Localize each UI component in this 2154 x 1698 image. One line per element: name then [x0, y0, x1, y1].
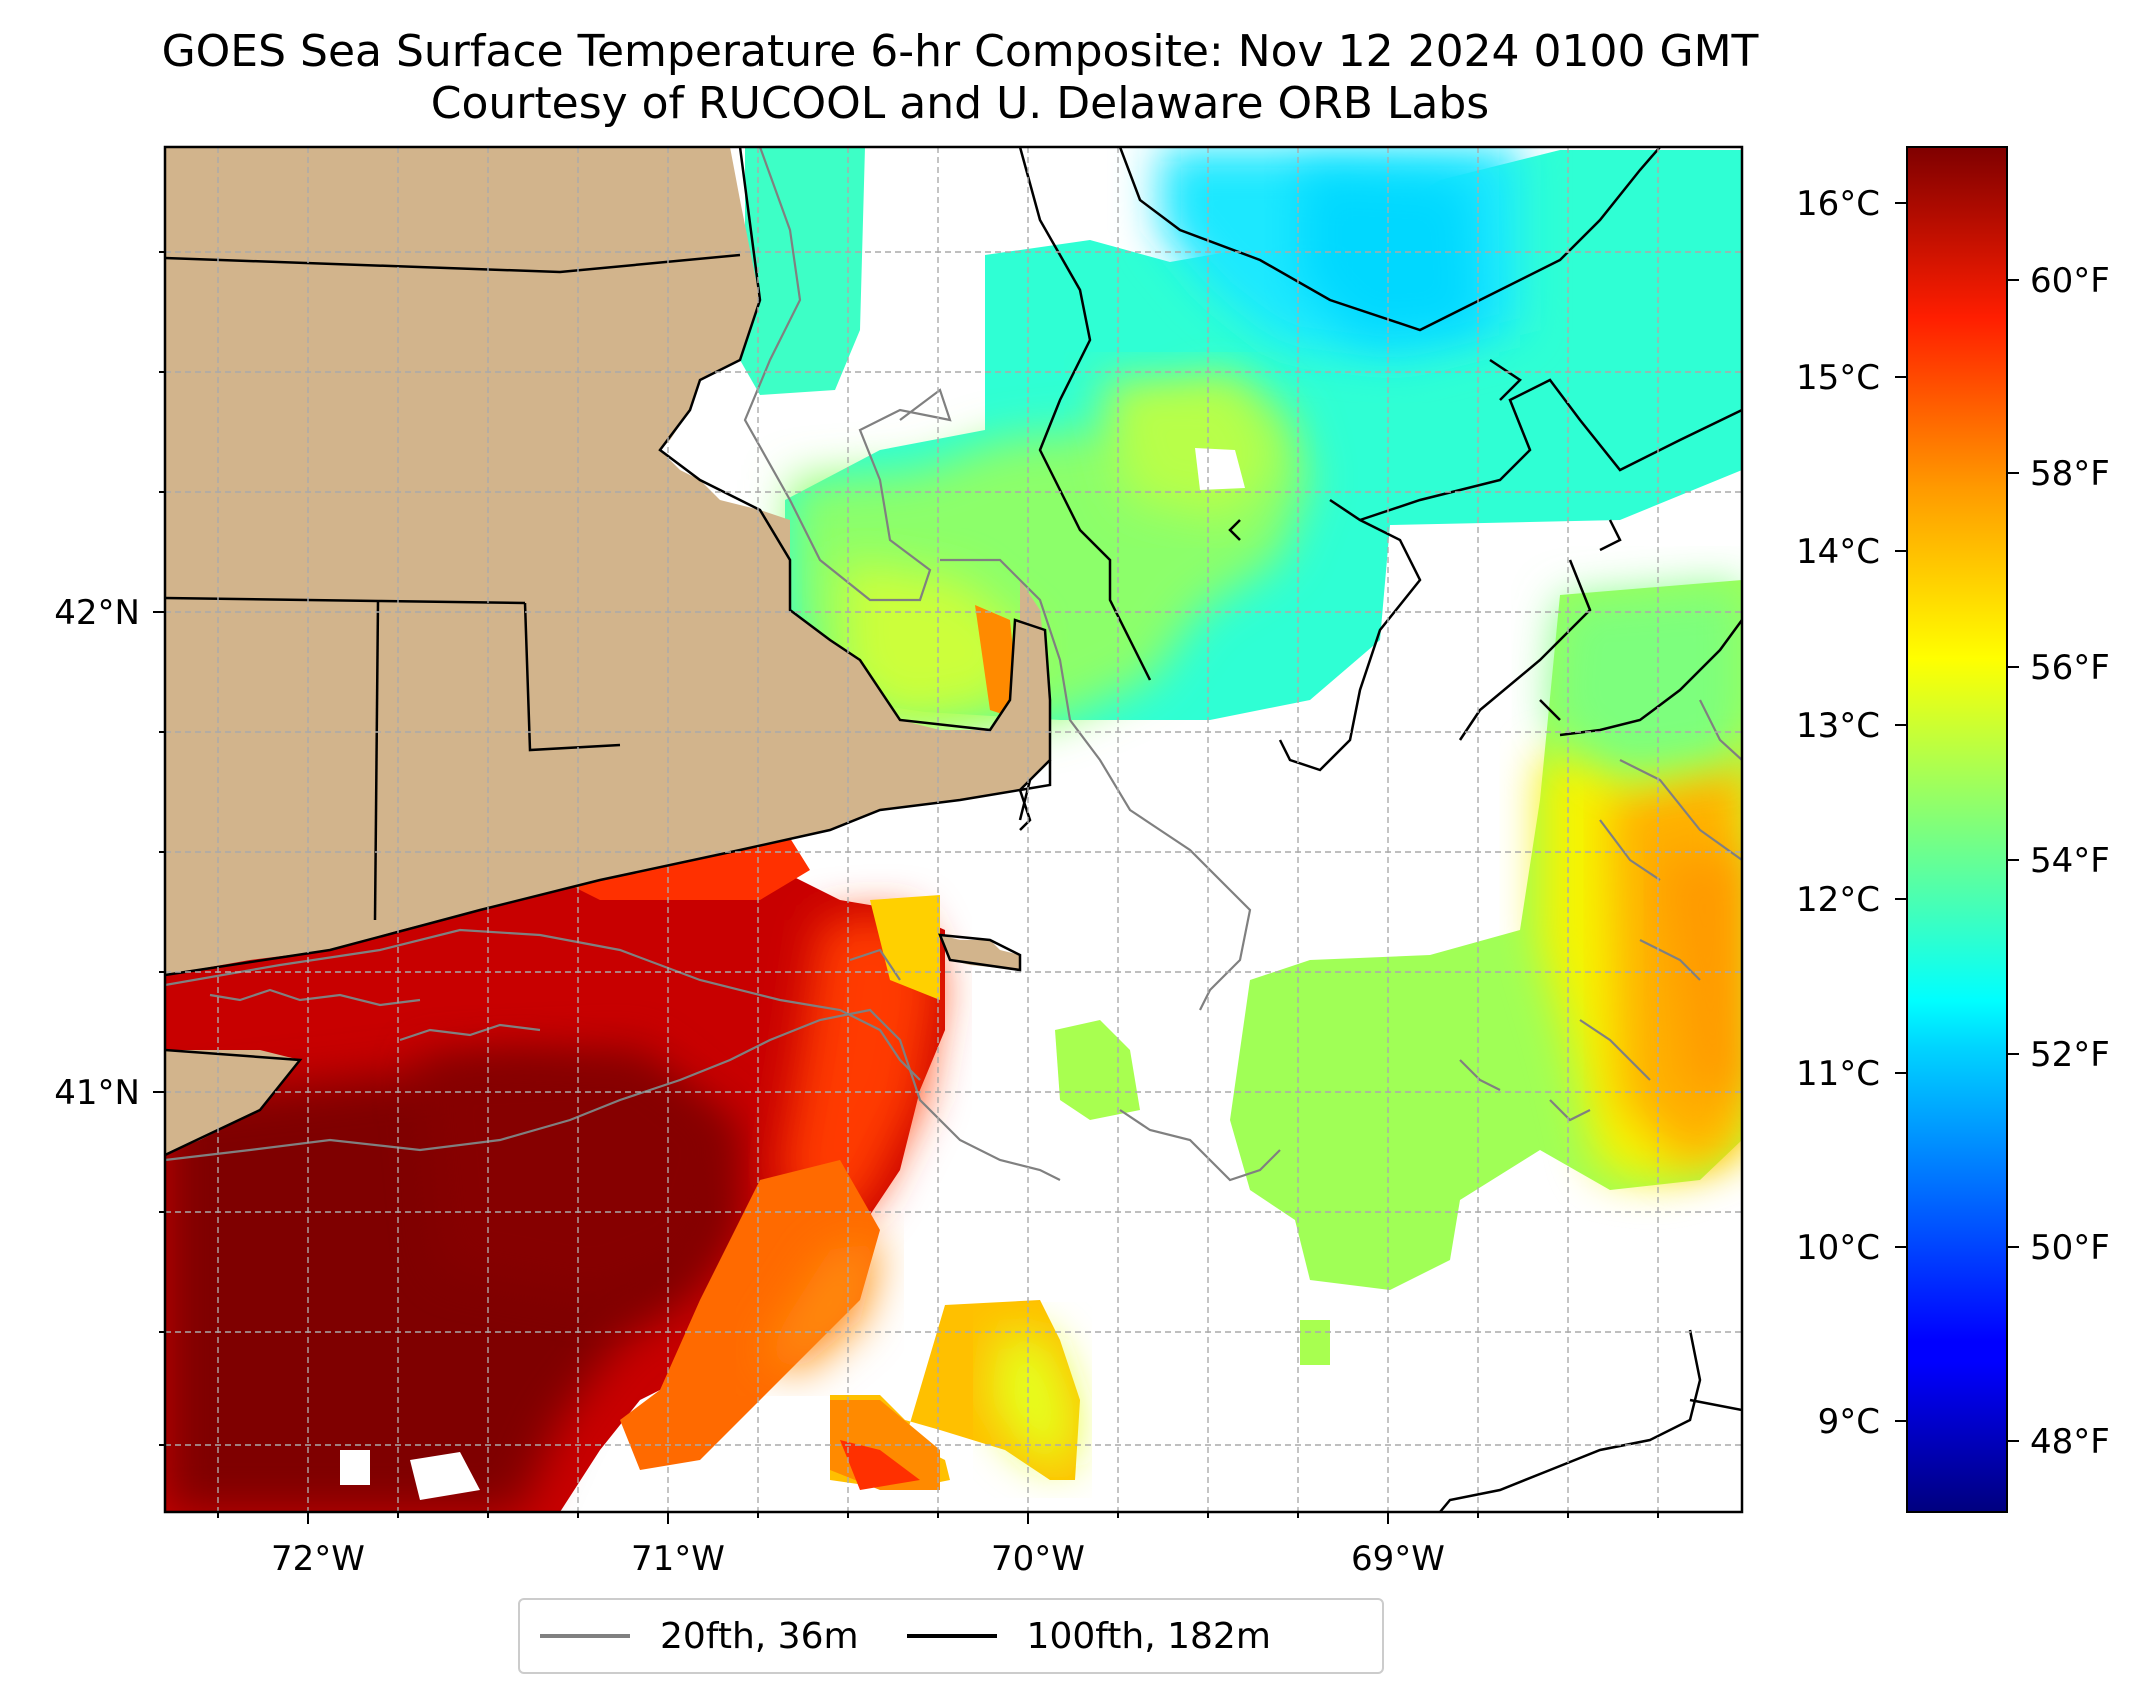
celsius-tick: 13°C [1796, 706, 1880, 746]
map-title: GOES Sea Surface Temperature 6-hr Compos… [161, 26, 1759, 77]
lat-tick-label: 41°N [54, 1073, 140, 1113]
celsius-tick: 12°C [1796, 880, 1880, 920]
lon-tick-label: 71°W [631, 1539, 725, 1579]
colorbar: 16°C 15°C 14°C 13°C 12°C 11°C 10°C 9°C 6… [1796, 146, 2110, 1513]
fahrenheit-tick: 52°F [2030, 1035, 2110, 1075]
map-axis-ticks [153, 251, 1659, 1524]
fahrenheit-tick: 56°F [2030, 648, 2110, 688]
celsius-tick: 14°C [1796, 532, 1880, 572]
celsius-tick: 16°C [1796, 184, 1880, 224]
celsius-tick: 10°C [1796, 1228, 1880, 1268]
land [165, 147, 1050, 1155]
colorbar-ticks [1895, 202, 2019, 1442]
fahrenheit-tick: 48°F [2030, 1422, 2110, 1462]
lon-tick-label: 69°W [1351, 1539, 1445, 1579]
lon-tick-label: 70°W [991, 1539, 1085, 1579]
legend-label: 100fth, 182m [1026, 1615, 1271, 1657]
legend-swatch-grey-line [540, 1634, 630, 1638]
legend-swatch-black-line [906, 1634, 997, 1638]
fahrenheit-tick: 58°F [2030, 454, 2110, 494]
lon-tick-label: 72°W [271, 1539, 365, 1579]
fahrenheit-tick: 54°F [2030, 841, 2110, 881]
sst-field [165, 147, 1742, 1512]
fahrenheit-tick: 60°F [2030, 261, 2110, 301]
graticule [165, 147, 1742, 1512]
legend-item-20fth: 20fth, 36m [540, 1616, 859, 1657]
lat-tick-label: 42°N [54, 593, 140, 633]
celsius-tick: 11°C [1796, 1054, 1880, 1094]
legend-label: 20fth, 36m [660, 1615, 859, 1657]
celsius-tick: 9°C [1818, 1402, 1880, 1442]
map-frame [163, 145, 1744, 1514]
coastline [165, 147, 1742, 1512]
map-subtitle: Courtesy of RUCOOL and U. Delaware ORB L… [430, 78, 1490, 129]
celsius-tick: 15°C [1796, 358, 1880, 398]
legend-item-100fth: 100fth, 182m [906, 1615, 1271, 1657]
legend: 20fth, 36m 100fth, 182m [518, 1598, 1384, 1674]
isobath-20fth [165, 147, 1742, 1182]
colorbar-gradient [1906, 146, 2008, 1513]
map-area [165, 147, 1742, 1512]
fahrenheit-tick: 50°F [2030, 1228, 2110, 1268]
